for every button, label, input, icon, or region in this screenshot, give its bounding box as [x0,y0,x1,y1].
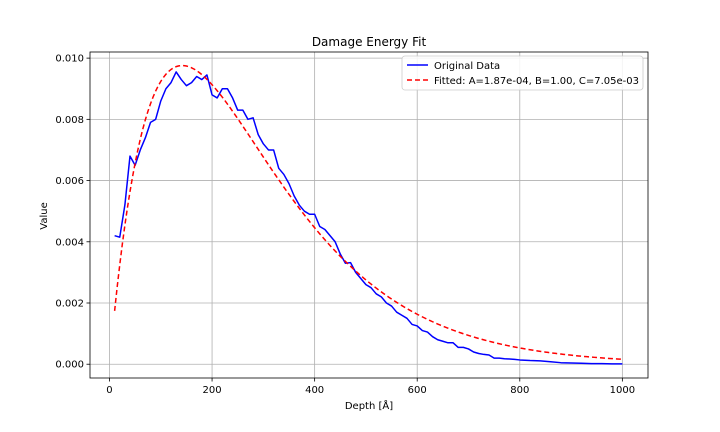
legend-box [401,55,644,91]
y-tick-label: 0.004 [55,237,84,248]
x-axis-label: Depth [Å] [345,399,393,412]
x-tick-label: 1000 [610,385,635,396]
y-tick-label: 0.008 [55,115,84,126]
y-tick-label: 0.000 [55,360,84,371]
y-axis-label: Value [39,202,50,229]
y-tick-label: 0.010 [55,54,84,65]
x-tick-label: 0 [106,385,112,396]
y-tick-label: 0.002 [55,299,84,310]
y-tick-label: 0.006 [55,176,84,187]
legend: Original Data Fitted: A=1.87e-04, B=1.00… [401,55,644,91]
x-tick-label: 200 [203,385,222,396]
x-tick-label: 600 [408,385,427,396]
series-line-fitted [113,64,623,361]
series-line-original-data [114,71,623,365]
x-tick-label: 400 [305,385,324,396]
series-layer [113,64,623,365]
x-tick-label: 800 [510,385,529,396]
plot-frame [89,51,649,379]
legend-label-fitted: Fitted: A=1.87e-04, B=1.00, C=7.05e-03 [434,76,639,87]
chart-title: Damage Energy Fit [312,35,427,49]
legend-label-original-data: Original Data [434,61,500,72]
ticks: 0 200 400 600 800 1000 0.000 0.002 0.004 0.006 0.0… [55,54,635,396]
